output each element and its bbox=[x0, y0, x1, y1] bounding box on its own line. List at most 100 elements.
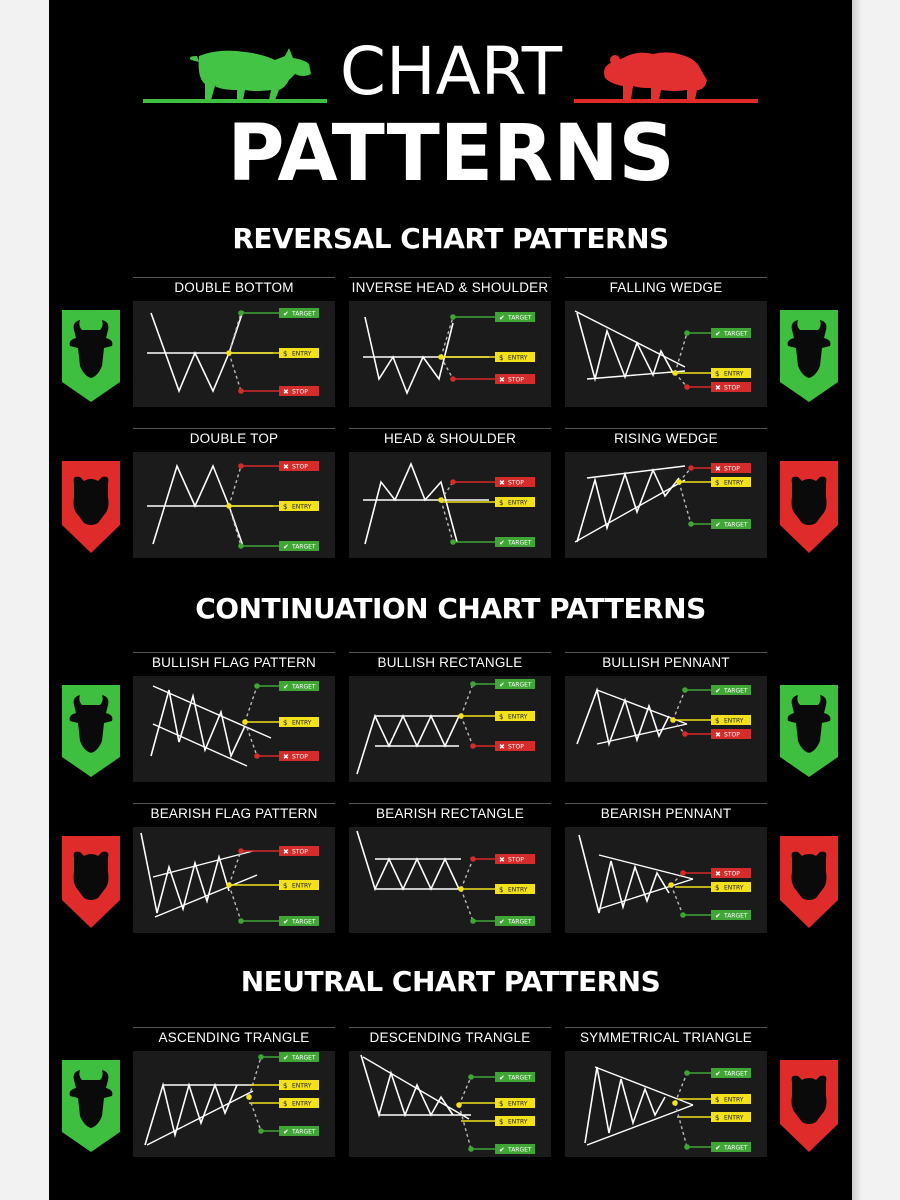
entry-tag: $ ENTRY bbox=[711, 368, 751, 378]
stop-tag: ✖ STOP bbox=[279, 386, 319, 396]
poster-shadow bbox=[852, 0, 862, 1200]
stop-projection bbox=[670, 872, 684, 886]
entry-tag: $ ENTRY bbox=[711, 715, 751, 725]
target-tag-icon: ✔ bbox=[715, 687, 721, 695]
stop-tag-label: STOP bbox=[292, 754, 308, 761]
target-point bbox=[450, 314, 456, 320]
target-projection bbox=[228, 505, 242, 547]
target-tag: ✔ TARGET bbox=[495, 1144, 535, 1154]
target-tag: ✔ TARGET bbox=[279, 541, 319, 551]
flag-upper bbox=[152, 685, 272, 739]
entry-tag-icon: $ bbox=[499, 499, 503, 507]
pennant-lower bbox=[596, 723, 688, 745]
pattern-title: DOUBLE TOP bbox=[133, 428, 335, 448]
wedge-lower bbox=[574, 479, 686, 543]
stop-projection bbox=[228, 850, 242, 886]
price-path bbox=[576, 312, 674, 383]
entry-point bbox=[246, 1094, 252, 1100]
target-tag-label: TARGET bbox=[291, 684, 316, 691]
badge-left-bull bbox=[62, 1060, 120, 1152]
bear-head-icon bbox=[791, 476, 827, 525]
entry-tag-icon: $ bbox=[715, 1114, 719, 1122]
stop-tag: ✖ STOP bbox=[711, 868, 751, 878]
bull-head-icon bbox=[787, 320, 831, 378]
stop-tag-icon: ✖ bbox=[715, 870, 721, 878]
reversal-section-title: REVERSAL CHART PATTERNS bbox=[232, 222, 669, 255]
target-tag-label: TARGET bbox=[723, 1071, 748, 1078]
target-point bbox=[450, 539, 456, 545]
wedge-lower bbox=[586, 370, 686, 380]
entry-tag: $ ENTRY bbox=[495, 1116, 535, 1126]
stop-projection bbox=[228, 352, 242, 392]
entry-tag-label: ENTRY bbox=[724, 885, 744, 892]
chart-patterns-poster: CHART PATTERNS REVERSAL CHART PATTERNS C… bbox=[49, 0, 852, 1200]
bear-head-icon bbox=[73, 476, 109, 525]
pattern-diagram-box: ✔ TARGET $ ENTRY ✖ STOP bbox=[565, 676, 767, 782]
stop-tag-label: STOP bbox=[724, 466, 740, 473]
entry-point bbox=[242, 719, 248, 725]
target-point bbox=[258, 1054, 264, 1060]
pattern-panel-bearish-flag: BEARISH FLAG PATTERN ✖ STOP $ ENTRY ✔ TARGET bbox=[133, 803, 335, 933]
target-projection bbox=[670, 884, 684, 916]
stop-tag-label: STOP bbox=[292, 464, 308, 471]
target-tag-icon: ✔ bbox=[499, 681, 505, 689]
stop-tag-label: STOP bbox=[508, 480, 524, 487]
stop-projection bbox=[440, 481, 454, 501]
entry-point bbox=[672, 1100, 678, 1106]
pattern-panel-inverse-head-shoulder: INVERSE HEAD & SHOULDER ✔ TARGET $ ENTRY ✖ STO… bbox=[349, 277, 551, 407]
entry-tag: $ ENTRY bbox=[495, 497, 535, 507]
pattern-title: SYMMETRICAL TRIANGLE bbox=[565, 1027, 767, 1047]
target-tag-icon: ✔ bbox=[283, 1054, 289, 1062]
target-point bbox=[470, 681, 476, 687]
entry-tag-icon: $ bbox=[283, 350, 287, 358]
stop-tag: ✖ STOP bbox=[279, 751, 319, 761]
pattern-title: BEARISH RECTANGLE bbox=[349, 803, 551, 823]
target-tag-label: TARGET bbox=[507, 1147, 532, 1154]
stop-projection bbox=[460, 715, 474, 747]
entry-tag: $ ENTRY bbox=[495, 352, 535, 362]
entry-tag-icon: $ bbox=[283, 719, 287, 727]
target-projection bbox=[672, 689, 686, 721]
pattern-diagram-box: ✖ STOP $ ENTRY ✔ TARGET bbox=[349, 452, 551, 558]
pattern-title: RISING WEDGE bbox=[565, 428, 767, 448]
target-tag-label: TARGET bbox=[723, 688, 748, 695]
pattern-diagram-box: ✖ STOP $ ENTRY ✔ TARGET bbox=[565, 827, 767, 933]
pattern-diagram-rising-wedge: ✖ STOP $ ENTRY ✔ TARGET bbox=[574, 463, 751, 543]
flag-upper bbox=[152, 850, 254, 878]
badge-left-bull bbox=[62, 685, 120, 777]
entry-point bbox=[438, 354, 444, 360]
stop-tag: ✖ STOP bbox=[279, 461, 319, 471]
price-path bbox=[364, 316, 454, 396]
target-tag: ✔ TARGET bbox=[711, 519, 751, 529]
stop-tag-icon: ✖ bbox=[283, 463, 289, 471]
target-tag: ✔ TARGET bbox=[279, 916, 319, 926]
stop-tag-icon: ✖ bbox=[715, 731, 721, 739]
pattern-title: DOUBLE BOTTOM bbox=[133, 277, 335, 297]
pennant-upper bbox=[598, 854, 694, 880]
flag-lower bbox=[152, 723, 248, 767]
target-tag: ✔ TARGET bbox=[495, 1072, 535, 1082]
entry-tag-icon: $ bbox=[283, 1082, 287, 1090]
entry-tag-label: ENTRY bbox=[724, 1115, 744, 1122]
stop-tag-label: STOP bbox=[724, 385, 740, 392]
entry-tag: $ ENTRY bbox=[279, 501, 319, 511]
header-title-line1: CHART bbox=[340, 33, 563, 110]
target-point bbox=[468, 1146, 474, 1152]
pattern-diagram-box: ✔ TARGET $ ENTRY ✖ STOP bbox=[349, 676, 551, 782]
entry-tag: $ ENTRY bbox=[279, 1098, 319, 1108]
stop-point bbox=[238, 388, 244, 394]
target-tag-label: TARGET bbox=[291, 544, 316, 551]
pattern-title: BULLISH PENNANT bbox=[565, 652, 767, 672]
target-point bbox=[468, 1074, 474, 1080]
target-point bbox=[682, 687, 688, 693]
badge-left-bear bbox=[62, 461, 120, 553]
price-path bbox=[144, 1081, 238, 1146]
stop-point bbox=[682, 731, 688, 737]
target-projection bbox=[228, 884, 242, 922]
stop-point bbox=[684, 384, 690, 390]
target-tag-label: TARGET bbox=[291, 1055, 316, 1062]
target-point bbox=[684, 1070, 690, 1076]
target-point bbox=[238, 543, 244, 549]
pattern-diagram-head-shoulder: ✖ STOP $ ENTRY ✔ TARGET bbox=[363, 461, 535, 547]
entry-tag-label: ENTRY bbox=[724, 371, 744, 378]
